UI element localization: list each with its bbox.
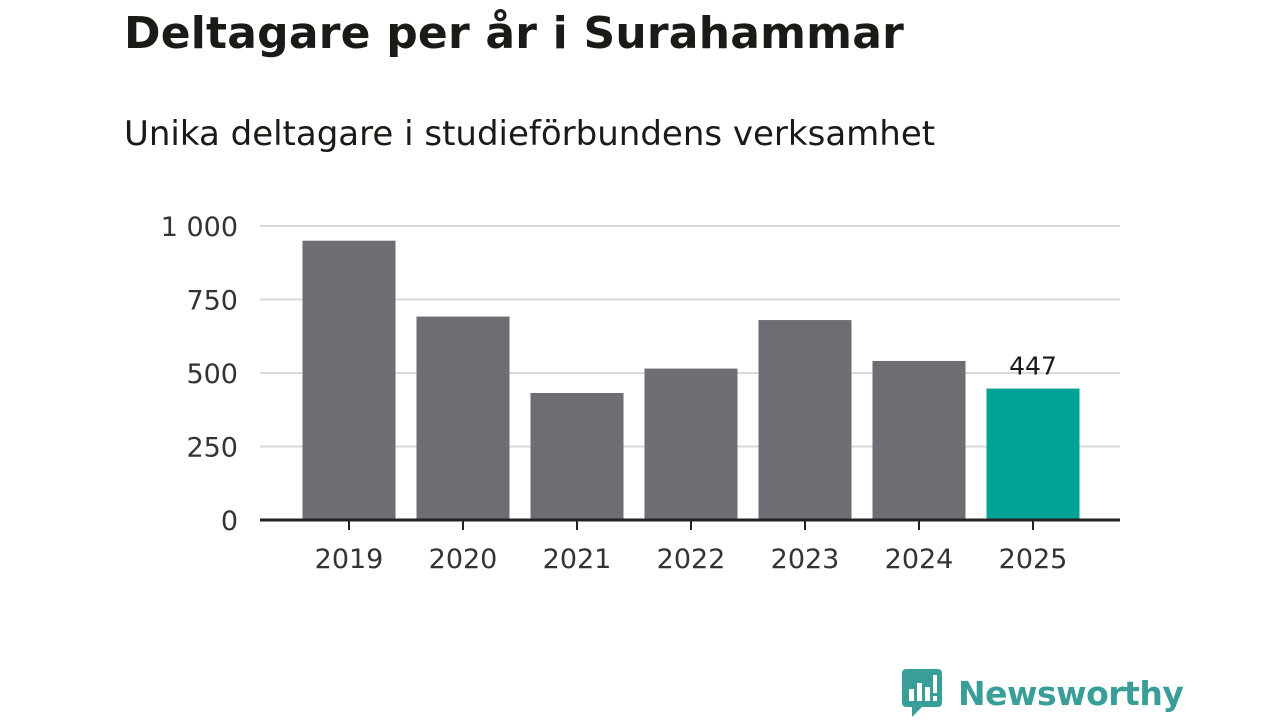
x-tick-label: 2024 bbox=[885, 544, 954, 575]
data-label: 447 bbox=[1009, 352, 1057, 381]
bar-2022 bbox=[644, 368, 738, 520]
bar-2021 bbox=[530, 392, 624, 520]
bar-chart: 0 250 500 750 1 000 2019 2020 2021 2022 2023 2024… bbox=[161, 212, 1120, 575]
x-tick-label: 2022 bbox=[657, 544, 726, 575]
y-tick-label: 0 bbox=[221, 506, 238, 537]
y-tick-label: 500 bbox=[186, 359, 238, 390]
x-axis bbox=[260, 518, 1120, 530]
x-axis-tick-labels: 2019 2020 2021 2022 2023 2024 2025 bbox=[315, 544, 1068, 575]
brand-name: Newsworthy bbox=[958, 673, 1184, 713]
x-tick-label: 2019 bbox=[315, 544, 384, 575]
y-tick-label: 250 bbox=[186, 433, 238, 464]
x-tick-label: 2021 bbox=[543, 544, 612, 575]
x-tick-label: 2023 bbox=[771, 544, 840, 575]
bar-2024 bbox=[872, 360, 966, 520]
bar-2023 bbox=[758, 320, 852, 520]
y-axis-tick-labels: 0 250 500 750 1 000 bbox=[161, 212, 238, 537]
bar-2025 bbox=[986, 388, 1080, 520]
x-tick-label: 2025 bbox=[999, 544, 1068, 575]
brand: Newsworthy bbox=[902, 668, 1184, 718]
y-tick-label: 1 000 bbox=[161, 212, 238, 243]
bars bbox=[302, 240, 1080, 520]
chart-title: Deltagare per år i Surahammar bbox=[124, 8, 904, 59]
x-tick-label: 2020 bbox=[429, 544, 498, 575]
bar-2019 bbox=[302, 240, 396, 520]
chart-subtitle: Unika deltagare i studieförbundens verks… bbox=[124, 114, 936, 154]
y-tick-label: 750 bbox=[186, 286, 238, 317]
bar-2020 bbox=[416, 316, 510, 520]
newsworthy-logo-icon bbox=[902, 669, 942, 717]
data-labels: 447 bbox=[1009, 352, 1057, 381]
